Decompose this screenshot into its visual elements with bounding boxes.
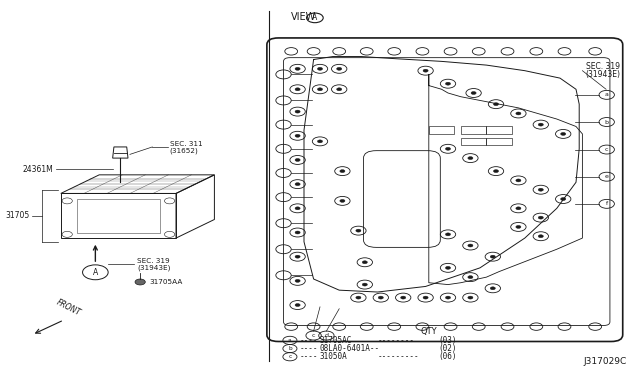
- Text: (03): (03): [438, 336, 457, 345]
- Text: (31943E): (31943E): [137, 264, 170, 271]
- Circle shape: [356, 296, 361, 299]
- Circle shape: [295, 231, 300, 234]
- Text: A: A: [93, 268, 98, 277]
- Text: c: c: [312, 333, 316, 338]
- Text: ----: ----: [300, 352, 318, 361]
- Text: QTY: QTY: [420, 327, 437, 336]
- Text: c: c: [605, 147, 609, 152]
- Text: a: a: [288, 338, 292, 343]
- Text: d: d: [324, 333, 328, 338]
- Circle shape: [516, 225, 521, 228]
- Bar: [461, 138, 486, 145]
- Circle shape: [538, 235, 543, 238]
- Circle shape: [445, 233, 451, 236]
- Circle shape: [378, 296, 383, 299]
- Circle shape: [317, 67, 323, 70]
- Text: SEC. 319: SEC. 319: [586, 62, 620, 71]
- Text: b: b: [288, 346, 292, 351]
- Circle shape: [445, 82, 451, 85]
- Circle shape: [490, 255, 495, 258]
- Circle shape: [468, 296, 473, 299]
- Circle shape: [362, 261, 367, 264]
- Text: --------: --------: [378, 336, 415, 345]
- Circle shape: [295, 134, 300, 137]
- Text: 31050A: 31050A: [320, 352, 348, 361]
- Circle shape: [401, 296, 406, 299]
- Text: A: A: [312, 13, 317, 22]
- Circle shape: [445, 147, 451, 150]
- Text: 31705AA: 31705AA: [150, 279, 183, 285]
- Circle shape: [468, 157, 473, 160]
- Text: a: a: [605, 92, 609, 97]
- Text: 24361M: 24361M: [22, 165, 53, 174]
- Circle shape: [295, 255, 300, 258]
- Circle shape: [295, 110, 300, 113]
- Circle shape: [561, 198, 566, 201]
- Circle shape: [423, 69, 428, 72]
- Circle shape: [538, 216, 543, 219]
- Circle shape: [295, 88, 300, 91]
- Text: (31943E): (31943E): [586, 70, 621, 79]
- Circle shape: [493, 170, 499, 173]
- Text: 31705AC: 31705AC: [320, 336, 353, 345]
- Circle shape: [356, 229, 361, 232]
- Text: J317029C: J317029C: [584, 357, 627, 366]
- Text: FRONT: FRONT: [54, 298, 82, 318]
- Circle shape: [295, 207, 300, 210]
- Text: e: e: [605, 174, 609, 179]
- Circle shape: [295, 67, 300, 70]
- Text: ----: ----: [300, 336, 318, 345]
- Circle shape: [340, 170, 345, 173]
- Circle shape: [493, 103, 499, 106]
- Circle shape: [445, 296, 451, 299]
- Circle shape: [561, 132, 566, 135]
- Text: c: c: [288, 354, 292, 359]
- Circle shape: [516, 112, 521, 115]
- Circle shape: [295, 304, 300, 307]
- Circle shape: [295, 279, 300, 282]
- Text: (02): (02): [438, 344, 457, 353]
- Circle shape: [337, 88, 342, 91]
- Circle shape: [490, 287, 495, 290]
- Circle shape: [468, 244, 473, 247]
- Circle shape: [538, 188, 543, 191]
- Circle shape: [362, 283, 367, 286]
- Bar: [429, 126, 454, 134]
- Circle shape: [445, 266, 451, 269]
- Bar: [461, 126, 486, 134]
- Circle shape: [538, 123, 543, 126]
- Bar: [486, 126, 512, 134]
- Circle shape: [135, 279, 145, 285]
- Circle shape: [317, 88, 323, 91]
- Circle shape: [340, 199, 345, 202]
- Text: SEC. 319: SEC. 319: [137, 258, 170, 264]
- Text: SEC. 311: SEC. 311: [170, 141, 202, 147]
- Bar: [486, 138, 512, 145]
- Text: (31652): (31652): [170, 147, 198, 154]
- Circle shape: [516, 179, 521, 182]
- Circle shape: [423, 296, 428, 299]
- Text: f: f: [605, 201, 608, 206]
- Text: ---------: ---------: [378, 352, 419, 361]
- Text: b: b: [605, 119, 609, 125]
- Text: VIEW: VIEW: [291, 12, 316, 22]
- Circle shape: [317, 140, 323, 143]
- Circle shape: [471, 92, 476, 94]
- Circle shape: [516, 207, 521, 210]
- Circle shape: [295, 183, 300, 186]
- Circle shape: [337, 67, 342, 70]
- Text: 08LA0-6401A--: 08LA0-6401A--: [320, 344, 380, 353]
- Text: (06): (06): [438, 352, 457, 361]
- Text: 31705: 31705: [6, 211, 30, 220]
- Circle shape: [468, 276, 473, 279]
- Circle shape: [295, 158, 300, 161]
- Text: ----: ----: [300, 344, 318, 353]
